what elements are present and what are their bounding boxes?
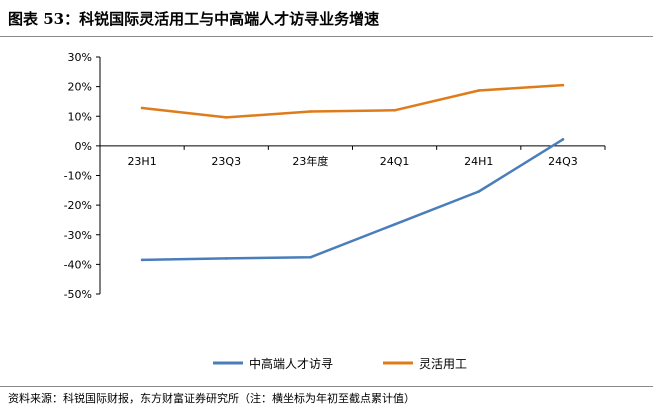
x-tick-label: 24Q1 [380, 155, 410, 168]
data-point [393, 223, 396, 226]
data-point [309, 255, 312, 259]
series-lines [140, 83, 565, 262]
series-line [140, 83, 565, 119]
x-tick-label: 23H1 [127, 155, 156, 168]
x-tick-label: 24Q3 [548, 155, 578, 168]
y-tick-label: -10% [64, 170, 92, 183]
legend: 中高端人才访寻 灵活用工 [213, 356, 467, 371]
source-note: 资料来源：科锐国际财报，东方财富证券研究所（注：横坐标为年初至截点累计值） [8, 392, 415, 405]
y-axis: 30% 20% 10% 0% -10% -20% -30% -40% -50% [64, 51, 101, 301]
bottom-divider [0, 386, 653, 387]
y-tick-label: 0% [75, 140, 92, 153]
data-point [140, 258, 144, 262]
legend-label: 灵活用工 [419, 357, 467, 371]
y-tick-label: -30% [64, 229, 92, 242]
x-tick-label: 23年度 [292, 154, 328, 168]
data-point [477, 190, 481, 193]
y-tick-label: 30% [68, 51, 92, 64]
chart-title: 图表 53：科锐国际灵活用工与中高端人才访寻业务增速 [8, 10, 380, 28]
data-point [224, 116, 228, 119]
data-point [393, 109, 396, 112]
series-line [140, 138, 565, 262]
legend-label: 中高端人才访寻 [249, 356, 333, 371]
y-tick-label: 20% [68, 81, 92, 94]
y-tick-label: 10% [68, 110, 92, 123]
data-point [561, 138, 565, 141]
data-point [224, 257, 228, 260]
data-point [561, 83, 565, 87]
x-tick-label: 23Q3 [211, 155, 241, 168]
x-axis: 23H1 23Q3 23年度 24Q1 24H1 24Q3 [99, 145, 606, 168]
data-point [140, 106, 144, 110]
top-divider [0, 36, 653, 37]
y-tick-label: -50% [64, 288, 92, 301]
y-tick-label: -20% [64, 199, 92, 212]
data-point [309, 110, 312, 113]
data-point [477, 89, 481, 92]
y-tick-label: -40% [64, 258, 92, 271]
x-tick-label: 24H1 [464, 155, 493, 168]
